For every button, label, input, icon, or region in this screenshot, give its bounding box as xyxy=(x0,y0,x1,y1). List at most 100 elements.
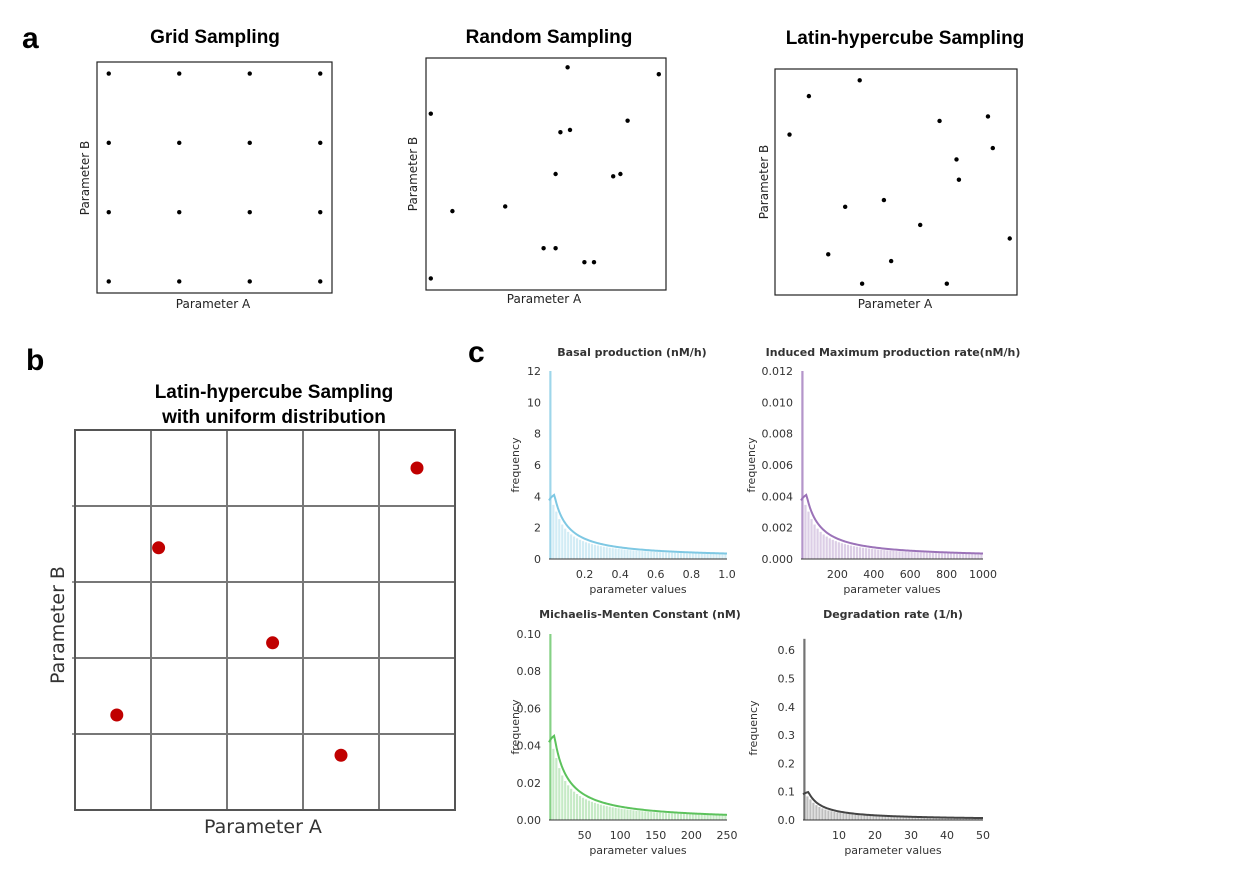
histogram-bar xyxy=(905,817,908,820)
histogram-bar xyxy=(706,553,709,559)
y-axis-label: Parameter B xyxy=(406,137,420,211)
histogram-bar xyxy=(926,817,929,820)
data-point xyxy=(553,171,558,177)
histogram-bar xyxy=(804,504,807,559)
histogram-bar xyxy=(807,511,810,559)
histogram-bar xyxy=(872,815,875,820)
histogram-bar xyxy=(868,548,871,559)
histogram-bar xyxy=(962,818,965,820)
histogram-bar xyxy=(848,814,851,820)
histogram-bar xyxy=(623,809,626,820)
histogram-bar xyxy=(836,812,839,820)
histogram-bar xyxy=(840,543,843,559)
histogram-bar xyxy=(605,547,608,559)
histogram-bar xyxy=(608,806,611,820)
histogram-bar xyxy=(685,814,688,820)
histogram-bar xyxy=(843,544,846,559)
histogram-bar xyxy=(877,549,880,559)
histogram-bar xyxy=(614,548,617,559)
histogram-bar xyxy=(980,818,983,820)
histogram-bar xyxy=(947,817,950,820)
histogram-bar xyxy=(593,802,596,820)
data-point xyxy=(888,258,894,264)
histogram-bar xyxy=(965,818,968,820)
x-axis-label: parameter values xyxy=(844,844,942,857)
histogram-bar xyxy=(623,549,626,559)
y-axis-label: Parameter B xyxy=(47,566,69,684)
histogram-bar xyxy=(721,815,724,820)
histogram-bar xyxy=(721,554,724,559)
histogram-bar xyxy=(938,817,941,820)
histogram-bar xyxy=(644,551,647,559)
kde-curve xyxy=(802,790,984,820)
histogram-bar xyxy=(641,551,644,559)
x-tick-label: 10 xyxy=(832,829,846,842)
histogram-bar xyxy=(959,553,962,559)
y-tick-label: 0.1 xyxy=(778,786,796,799)
histogram-bar xyxy=(676,552,680,559)
histogram-bar xyxy=(858,547,862,559)
data-point xyxy=(558,130,563,135)
random-sampling-chart: Random Sampling Parameter A Parameter B xyxy=(406,27,667,306)
plot-frame xyxy=(96,61,333,294)
histogram-bar xyxy=(650,812,653,820)
x-axis-label: Parameter A xyxy=(176,297,251,311)
x-tick-label: 400 xyxy=(863,568,884,581)
data-point xyxy=(177,140,182,146)
x-tick-label: 1.0 xyxy=(718,568,736,581)
chart-title: Michaelis-Menten Constant (nM) xyxy=(539,608,741,621)
data-point xyxy=(266,636,280,650)
histogram-bar xyxy=(956,818,959,820)
histogram-bar xyxy=(596,803,599,820)
histogram-bar xyxy=(965,553,968,559)
y-tick-label: 12 xyxy=(527,365,541,378)
histogram-bar xyxy=(567,785,570,820)
latin-hypercube-uniform-chart: Latin-hypercube Sampling with uniform dis… xyxy=(47,382,456,838)
histogram-bar xyxy=(662,552,665,559)
x-tick-label: 0.8 xyxy=(683,568,701,581)
data-point xyxy=(956,177,962,182)
histogram-bar xyxy=(564,780,567,820)
x-tick-label: 250 xyxy=(717,829,738,842)
histogram-bar xyxy=(667,813,671,820)
x-tick-label: 30 xyxy=(904,829,918,842)
histogram-bar xyxy=(919,552,922,559)
data-point xyxy=(334,748,348,762)
data-point xyxy=(656,72,661,77)
histogram-bar xyxy=(914,817,917,820)
data-point xyxy=(582,259,587,265)
panel-label-a: a xyxy=(22,22,39,55)
histogram-bar xyxy=(578,796,582,820)
histogram-bar xyxy=(825,536,828,559)
histogram-bar xyxy=(673,813,677,820)
histogram-bar xyxy=(934,553,937,559)
x-tick-label: 100 xyxy=(610,829,631,842)
histogram-bar xyxy=(611,807,614,820)
data-point xyxy=(859,281,865,286)
basal-production-histogram: Basal production (nM/h) 0 2 4 6 8 10 12 0.2 0.4 0.… xyxy=(509,346,736,596)
histogram-bar xyxy=(971,554,974,559)
histogram-bar xyxy=(971,818,974,820)
data-point xyxy=(247,71,252,76)
histogram-bar xyxy=(682,814,685,820)
histogram-bar xyxy=(632,550,635,559)
histogram-bar xyxy=(656,552,659,559)
x-tick-label: 20 xyxy=(868,829,882,842)
y-axis-label: Parameter B xyxy=(757,145,771,219)
chart-title-line: Latin-hypercube Sampling xyxy=(155,382,394,403)
histogram-bar xyxy=(673,552,677,559)
histogram-bar xyxy=(647,811,650,820)
histogram-bar xyxy=(846,544,850,559)
data-point xyxy=(428,276,433,281)
histogram-bar xyxy=(923,817,926,820)
histogram-bar xyxy=(599,546,602,559)
histogram-bar xyxy=(573,791,576,820)
histogram-bar xyxy=(676,813,680,820)
histogram-bar xyxy=(816,528,819,559)
histogram-bar xyxy=(812,802,815,820)
data-point xyxy=(106,209,111,215)
histogram-bar xyxy=(837,542,840,559)
histogram-bar xyxy=(573,536,576,559)
data-point xyxy=(318,209,323,215)
